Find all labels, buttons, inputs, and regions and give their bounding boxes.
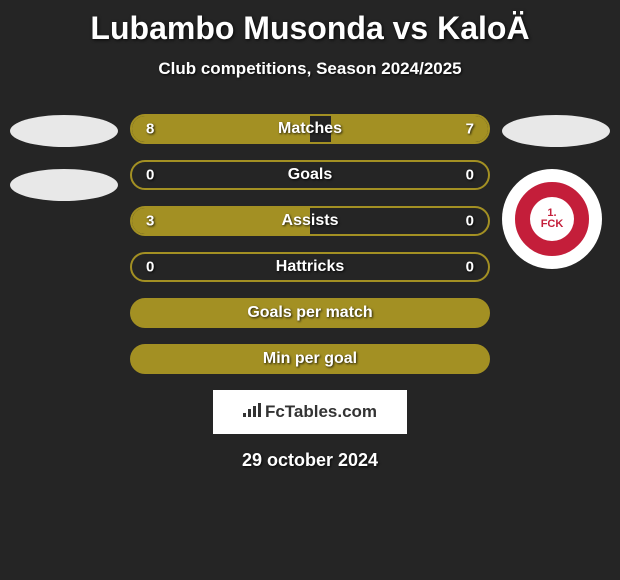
subtitle: Club competitions, Season 2024/2025	[0, 59, 620, 79]
bar-left-value: 0	[146, 259, 154, 276]
stat-bar: Goals 0 0	[130, 160, 490, 190]
chart-icon	[243, 402, 261, 422]
stat-bar: Hattricks 0 0	[130, 252, 490, 282]
footer: FcTables.com	[0, 390, 620, 434]
footer-box: FcTables.com	[213, 390, 407, 434]
right-team-placeholder: 1. FCK	[502, 115, 610, 269]
bar-label: Min per goal	[263, 350, 357, 368]
bar-label: Hattricks	[276, 258, 344, 276]
bar-left-value: 3	[146, 213, 154, 230]
bar-label: Matches	[278, 120, 342, 138]
stat-bar: Matches 8 7	[130, 114, 490, 144]
bar-label: Goals per match	[247, 304, 372, 322]
bar-right-value: 7	[466, 121, 474, 138]
bar-right-fill	[331, 116, 488, 142]
ellipse-placeholder	[502, 115, 610, 147]
ellipse-placeholder	[10, 169, 118, 201]
left-team-placeholder	[10, 115, 118, 223]
bar-label: Assists	[282, 212, 339, 230]
badge-bottom-text: FCK	[541, 219, 564, 230]
badge-inner: 1. FCK	[511, 178, 593, 260]
footer-text: FcTables.com	[265, 402, 377, 421]
stat-bar: Assists 3 0	[130, 206, 490, 236]
stat-bar-full: Min per goal	[130, 344, 490, 374]
stat-bar-full: Goals per match	[130, 298, 490, 328]
bar-right-value: 0	[466, 259, 474, 276]
bar-right-value: 0	[466, 213, 474, 230]
team-badge: 1. FCK	[502, 169, 602, 269]
ellipse-placeholder	[10, 115, 118, 147]
bar-left-value: 8	[146, 121, 154, 138]
bar-left-value: 0	[146, 167, 154, 184]
page-title: Lubambo Musonda vs KaloÄ	[0, 0, 620, 47]
stats-bars: Matches87Goals00Assists30Hattricks00Goal…	[130, 114, 490, 374]
badge-circle: 1. FCK	[530, 197, 574, 241]
bar-label: Goals	[288, 166, 332, 184]
bar-right-value: 0	[466, 167, 474, 184]
date-text: 29 october 2024	[0, 450, 620, 471]
